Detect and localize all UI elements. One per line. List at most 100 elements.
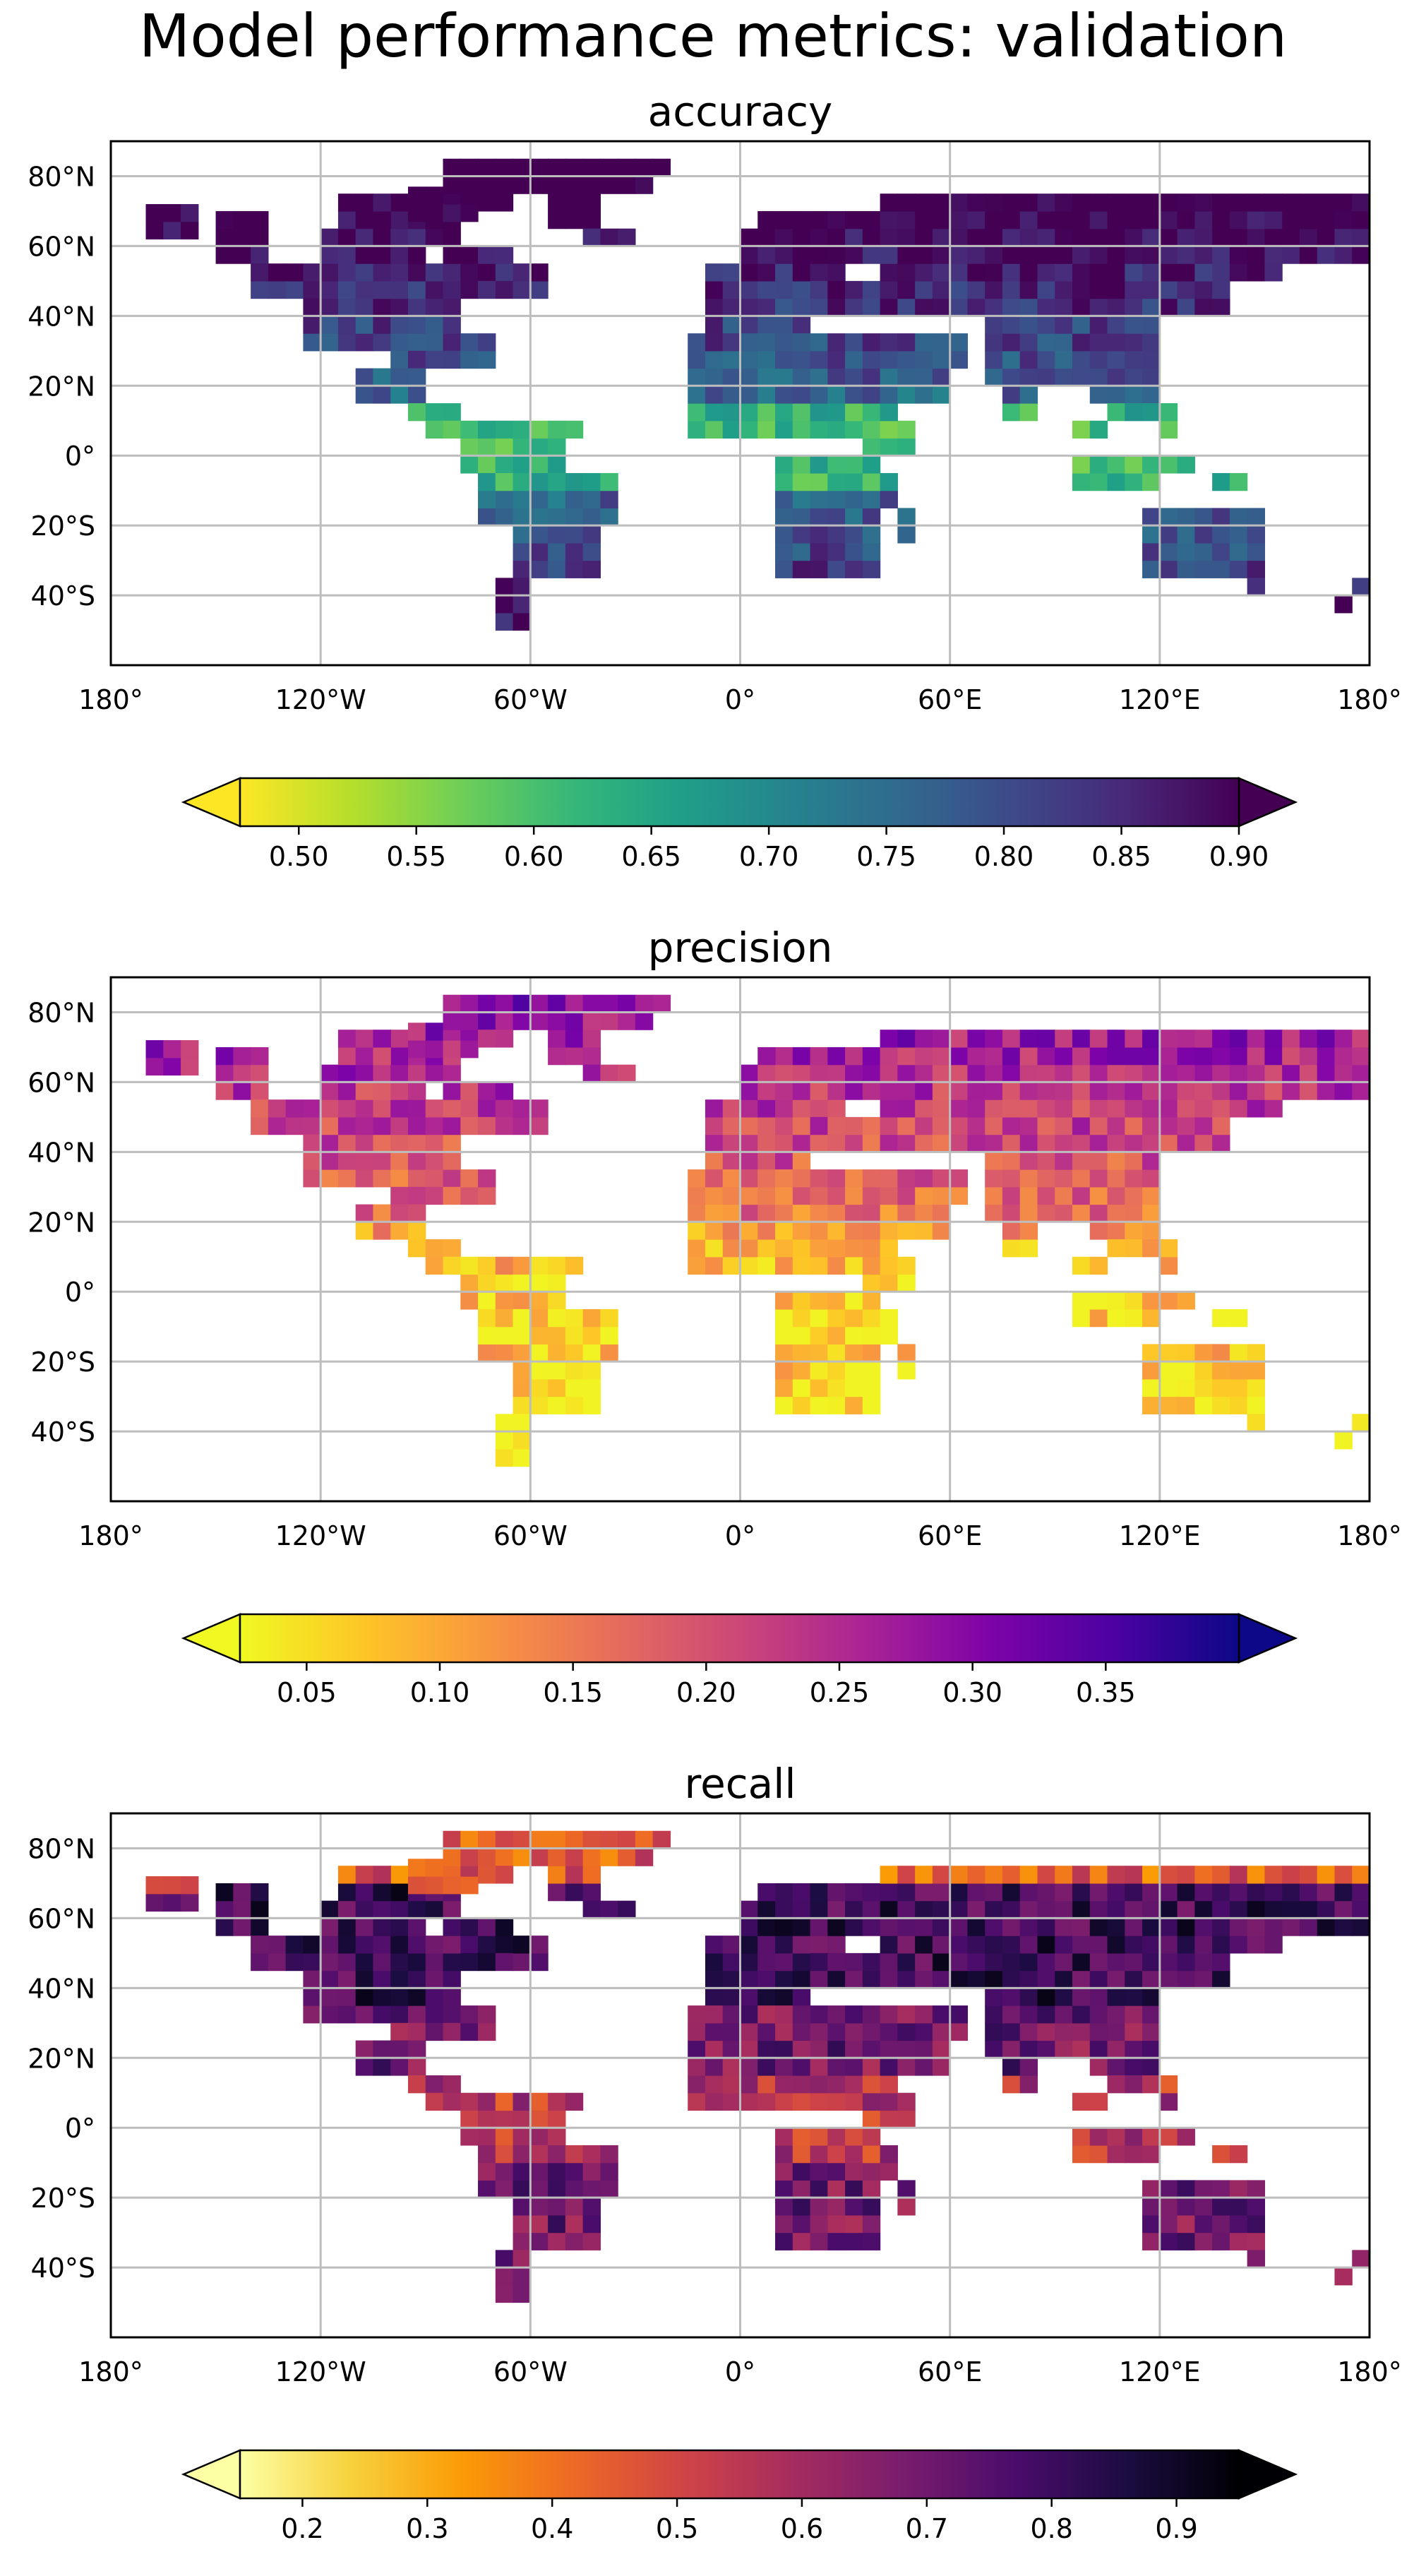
colorbar-extend-high	[1238, 2449, 1298, 2500]
grid-cell	[775, 1361, 793, 1380]
grid-cell	[705, 2022, 724, 2041]
grid-cell	[1089, 2022, 1108, 2041]
grid-cell	[1247, 1918, 1266, 1936]
colorbar-tick-label: 0.5	[656, 2513, 698, 2544]
grid-cell	[495, 1292, 514, 1310]
grid-cell	[1107, 368, 1125, 386]
grid-cell	[513, 2214, 531, 2234]
grid-cell	[1317, 193, 1336, 212]
grid-cell	[880, 438, 898, 456]
grid-cell	[1037, 1082, 1055, 1100]
grid-cell	[478, 2005, 496, 2024]
grid-cell	[722, 2075, 741, 2094]
grid-cell	[740, 1936, 758, 1954]
grid-cell	[443, 280, 461, 299]
grid-cell	[1002, 368, 1021, 386]
grid-cell	[337, 1988, 356, 2006]
grid-cell	[1212, 2198, 1230, 2216]
grid-cell	[792, 472, 811, 491]
grid-cell	[897, 1169, 916, 1188]
grid-cell	[1299, 1030, 1318, 1048]
grid-cell	[425, 350, 444, 369]
grid-cell	[425, 2075, 444, 2094]
grid-cell	[1229, 1396, 1248, 1414]
grid-cell	[1107, 403, 1125, 422]
grid-cell	[513, 455, 531, 474]
grid-cell	[932, 280, 951, 299]
grid-cell	[1089, 2145, 1108, 2164]
grid-cell	[1247, 2198, 1266, 2216]
grid-cell	[1089, 350, 1108, 369]
colorbar-tick-label: 0.20	[676, 1677, 736, 1708]
grid-cell	[810, 2092, 828, 2111]
grid-cell	[1247, 2180, 1266, 2198]
grid-cell	[792, 2232, 811, 2250]
grid-cell	[862, 280, 881, 299]
lat-tick-label: 20°N	[28, 2043, 95, 2074]
grid-cell	[827, 228, 846, 246]
grid-cell	[757, 350, 776, 369]
grid-cell	[390, 193, 409, 212]
grid-cell	[337, 193, 356, 212]
grid-cell	[740, 2040, 758, 2058]
grid-cell	[1212, 2232, 1230, 2250]
grid-cell	[1089, 1030, 1108, 1048]
grid-cell	[967, 193, 985, 212]
grid-cell	[1264, 193, 1283, 212]
grid-cell	[1229, 2214, 1248, 2234]
colorbar-tick-label: 0.65	[621, 841, 681, 872]
grid-cell	[915, 1883, 933, 1902]
grid-cell	[1159, 1970, 1178, 1988]
grid-cell	[373, 1116, 391, 1135]
grid-cell	[1089, 1970, 1108, 1988]
lon-tick-label: 180°	[78, 1520, 143, 1551]
grid-cell	[1019, 2075, 1038, 2094]
grid-cell	[985, 1134, 1003, 1152]
grid-cell	[757, 1883, 776, 1902]
grid-cell	[565, 1344, 584, 1362]
grid-cell	[985, 1900, 1003, 1919]
grid-cell	[1037, 2005, 1055, 2024]
grid-cell	[915, 2040, 933, 2058]
grid-cell	[810, 368, 828, 386]
grid-cell	[390, 1222, 409, 1240]
grid-cell	[285, 263, 304, 282]
grid-cell	[775, 2198, 793, 2216]
grid-cell	[1037, 2040, 1055, 2058]
grid-cell	[407, 263, 426, 282]
grid-cell	[1229, 1344, 1248, 1362]
grid-cell	[1194, 1883, 1213, 1902]
grid-cell	[373, 1883, 391, 1902]
grid-cell	[215, 1082, 234, 1100]
grid-cell	[1107, 472, 1125, 491]
grid-cell	[1159, 525, 1178, 544]
grid-cell	[1089, 333, 1108, 352]
grid-cell	[355, 228, 374, 246]
grid-cell	[1159, 1866, 1178, 1884]
grid-cell	[565, 193, 584, 212]
grid-cell	[740, 368, 758, 386]
grid-cell	[1247, 228, 1266, 246]
grid-cell	[495, 438, 514, 456]
map-precision	[145, 994, 1370, 1467]
grid-cell	[373, 1900, 391, 1919]
grid-cell	[1299, 1064, 1318, 1083]
grid-cell	[845, 1256, 863, 1275]
grid-cell	[337, 1152, 356, 1170]
grid-cell	[1264, 1900, 1283, 1919]
grid-cell	[1002, 1134, 1021, 1152]
grid-cell	[478, 2180, 496, 2198]
grid-cell	[478, 333, 496, 352]
grid-cell	[373, 368, 391, 386]
grid-cell	[1037, 1030, 1055, 1048]
grid-cell	[827, 403, 846, 422]
grid-cell	[1177, 1396, 1195, 1414]
grid-cell	[548, 1030, 566, 1048]
grid-cell	[949, 1883, 969, 1902]
grid-cell	[897, 1361, 916, 1380]
grid-cell	[688, 2022, 706, 2041]
grid-cell	[1177, 2180, 1195, 2198]
grid-cell	[810, 2005, 828, 2024]
grid-cell	[407, 2022, 426, 2041]
grid-cell	[1072, 298, 1091, 316]
